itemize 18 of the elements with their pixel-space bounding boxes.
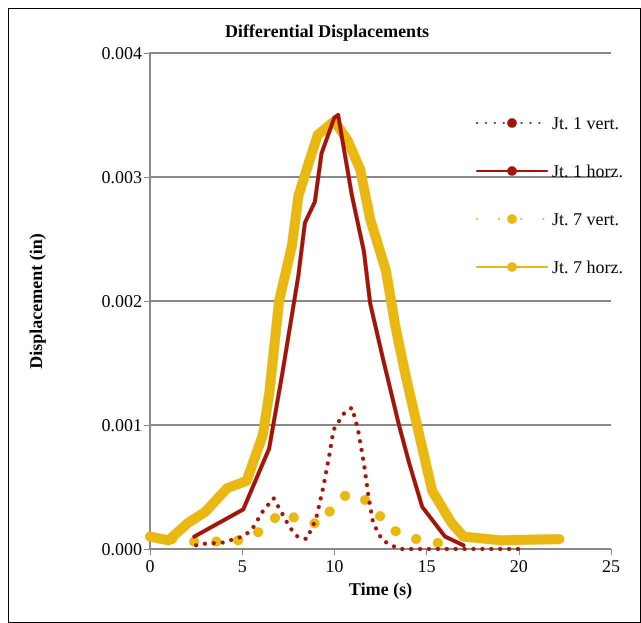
legend-label: Jt. 1 horz. xyxy=(552,161,624,181)
x-axis-title: Time (s) xyxy=(348,578,412,599)
x-tick-label: 0 xyxy=(146,556,154,576)
y-tick-label: 0.001 xyxy=(102,415,142,435)
y-tick-label: 0.004 xyxy=(102,43,142,63)
y-tick-label: 0.003 xyxy=(102,167,142,187)
legend-label: Jt. 7 horz. xyxy=(552,257,624,277)
legend-label: Jt. 7 vert. xyxy=(552,209,620,229)
chart-title: Differential Displacements xyxy=(224,21,430,41)
y-tick-label: 0.002 xyxy=(102,291,142,311)
legend-label: Jt. 1 vert. xyxy=(552,113,620,133)
x-tick-label: 10 xyxy=(325,556,344,576)
x-tick-label: 5 xyxy=(238,556,247,576)
x-tick-label: 15 xyxy=(418,556,436,576)
y-axis-title: Displacement (in) xyxy=(26,233,46,369)
x-tick-label: 25 xyxy=(602,556,620,576)
x-tick-label: 20 xyxy=(510,556,528,576)
y-tick-label: 0.000 xyxy=(102,539,142,559)
